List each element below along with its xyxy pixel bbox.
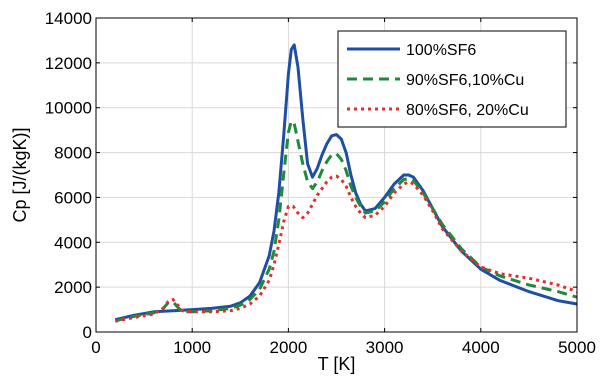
legend-box — [337, 30, 567, 128]
x-tick-label: 1000 — [173, 338, 211, 357]
y-tick-label: 10000 — [45, 99, 92, 118]
legend-label-1: 100%SF6 — [406, 42, 476, 59]
y-tick-label: 8000 — [54, 144, 92, 163]
legend-label-3: 80%SF6, 20%Cu — [406, 102, 529, 119]
y-tick-label: 0 — [83, 323, 92, 342]
y-tick-label: 2000 — [54, 278, 92, 297]
plot-frame — [95, 17, 578, 333]
y-tick-label: 12000 — [45, 54, 92, 73]
x-axis-label: T [K] — [318, 354, 356, 374]
ticks: 0 1000 2000 3000 4000 5000 0 2000 4000 6000 8000 10… — [45, 9, 596, 357]
y-tick-label: 4000 — [54, 233, 92, 252]
y-tick-label: 14000 — [45, 9, 92, 28]
x-tick-label: 5000 — [558, 338, 596, 357]
y-axis-label: Cp [J/(kgK)] — [10, 127, 30, 222]
x-tick-label: 4000 — [462, 338, 500, 357]
x-tick-label: 0 — [91, 338, 100, 357]
x-tick-label: 3000 — [366, 338, 404, 357]
series-line-3 — [114, 174, 578, 323]
x-tick-label: 2000 — [269, 338, 307, 357]
legend: 100%SF6 90%SF6,10%Cu 80%SF6, 20%Cu — [337, 30, 567, 128]
y-tick-label: 6000 — [54, 188, 92, 207]
series-group — [114, 43, 578, 323]
legend-label-2: 90%SF6,10%Cu — [406, 72, 524, 89]
